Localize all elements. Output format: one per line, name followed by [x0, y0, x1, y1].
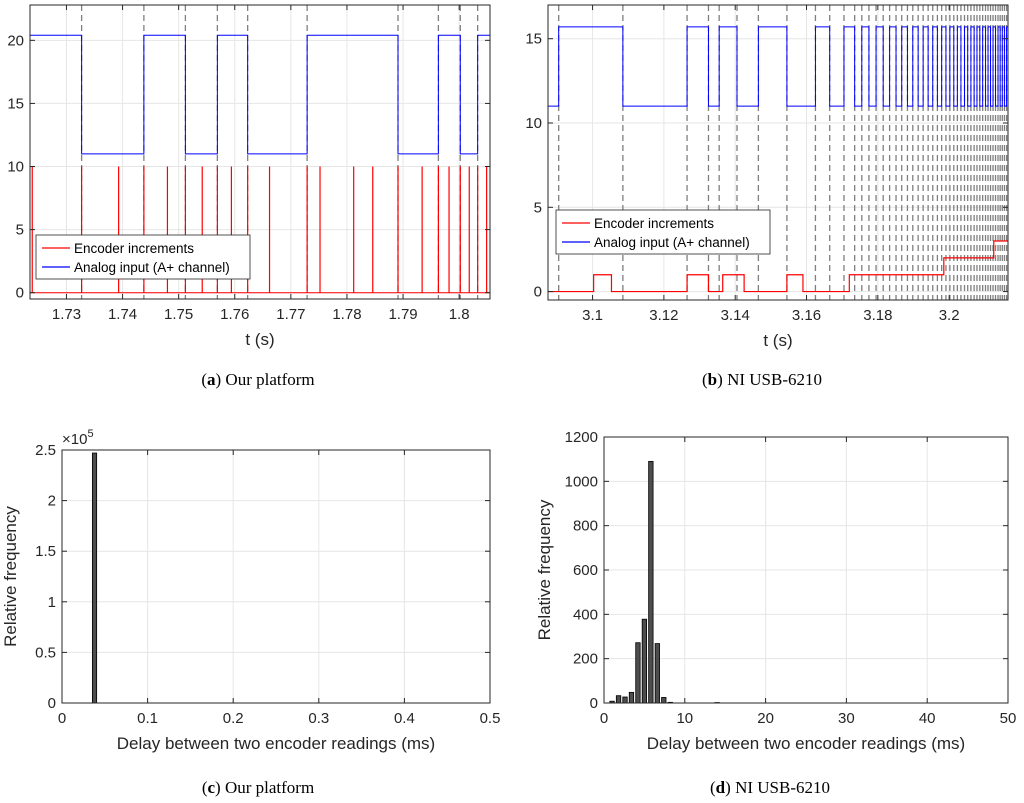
xtick-label-b-3: 3.16 [792, 307, 821, 324]
legend-box-b [555, 209, 771, 255]
bar-d-5 [641, 618, 648, 704]
xtick-label-a-6: 1.79 [388, 306, 417, 323]
bar-d-7 [654, 643, 660, 704]
ylabel-c: Relative frequency [1, 506, 20, 647]
xtick-label-a-0: 1.73 [52, 306, 81, 323]
xtick-label-c-3: 0.3 [308, 710, 329, 727]
caption-b-letter: b [707, 370, 718, 389]
xtick-label-b-5: 3.2 [939, 307, 960, 324]
xtick-label-d-5: 50 [1000, 710, 1017, 727]
analog-series-a [30, 34, 490, 155]
ytick-label-b-3: 15 [525, 31, 542, 48]
caption-d: (d) NI USB-6210 [710, 778, 830, 797]
caption-c-text: Our platform [224, 778, 315, 797]
caption-b-text: NI USB-6210 [727, 370, 822, 389]
xtick-label-a-3: 1.76 [220, 306, 249, 323]
caption-a-letter: a [207, 370, 216, 389]
bar-d-3 [628, 691, 635, 704]
xtick-label-a-4: 1.77 [276, 306, 305, 323]
ytick-label-a-4: 20 [7, 32, 24, 49]
ytick-label-d-0: 0 [590, 695, 598, 712]
exponent-base-c: ×10 [62, 431, 87, 448]
xtick-label-b-2: 3.14 [721, 307, 750, 324]
ytick-label-c-4: 2 [48, 493, 56, 510]
xlabel-b: t (s) [763, 331, 792, 350]
ytick-label-d-3: 600 [573, 562, 598, 579]
xtick-label-b-4: 3.18 [863, 307, 892, 324]
xtick-label-d-3: 30 [838, 710, 855, 727]
ytick-label-b-1: 5 [534, 199, 542, 216]
ytick-label-c-2: 1 [48, 594, 56, 611]
xtick-label-d-1: 10 [676, 710, 693, 727]
ytick-label-a-3: 15 [7, 95, 24, 112]
xtick-label-a-5: 1.78 [332, 306, 361, 323]
axes-box-a [29, 4, 491, 300]
xtick-label-d-0: 0 [600, 710, 608, 727]
xtick-label-c-4: 0.4 [394, 710, 415, 727]
caption-a: (a) Our platform [201, 370, 315, 389]
ylabel-d: Relative frequency [535, 499, 554, 640]
ytick-label-c-5: 2.5 [35, 442, 56, 459]
xtick-label-c-1: 0.1 [137, 710, 158, 727]
xtick-label-d-4: 40 [919, 710, 936, 727]
ytick-label-d-1: 200 [573, 651, 598, 668]
exponent-label-c: ×105 [62, 428, 94, 448]
ytick-label-b-2: 10 [525, 115, 542, 132]
legend-label-analog-a: Analog input (A+ channel) [74, 260, 230, 275]
legend-box-a [35, 234, 251, 280]
ytick-label-a-0: 0 [16, 285, 24, 302]
xtick-label-c-2: 0.2 [223, 710, 244, 727]
bar-d-4 [635, 642, 641, 704]
legend-b: Encoder increments Analog input (A+ chann… [555, 209, 771, 255]
xtick-label-a-1: 1.74 [108, 306, 137, 323]
xtick-label-a-7: 1.8 [449, 306, 470, 323]
caption-a-text: Our platform [225, 370, 315, 389]
ytick-label-a-1: 5 [16, 222, 24, 239]
ytick-label-a-2: 10 [7, 159, 24, 176]
xlabel-a: t (s) [245, 330, 274, 349]
caption-c-letter: c [207, 778, 216, 797]
xtick-label-b-1: 3.12 [649, 307, 678, 324]
ytick-label-d-4: 800 [573, 518, 598, 535]
legend-a: Encoder increments Analog input (A+ chann… [35, 234, 251, 280]
xlabel-d: Delay between two encoder readings (ms) [647, 734, 965, 753]
ytick-label-d-6: 1200 [565, 429, 598, 446]
ytick-label-d-5: 1000 [565, 473, 598, 490]
axes-box-c [61, 449, 491, 704]
axes-box-b [547, 4, 1009, 301]
exponent-power-c: 5 [87, 428, 93, 440]
legend-label-encoder-b: Encoder increments [594, 216, 714, 231]
encoder-series-b [548, 240, 1008, 293]
xtick-label-c-0: 0 [58, 710, 66, 727]
ytick-label-b-0: 0 [534, 284, 542, 301]
caption-d-text: NI USB-6210 [735, 778, 830, 797]
caption-d-letter: d [715, 778, 726, 797]
analog-series-b [548, 26, 1008, 107]
ytick-label-c-0: 0 [48, 695, 56, 712]
ytick-label-c-3: 1.5 [35, 543, 56, 560]
xtick-label-b-0: 3.1 [582, 307, 603, 324]
bar-c-0 [91, 452, 98, 704]
bar-d-2 [622, 696, 628, 704]
legend-label-encoder-a: Encoder increments [74, 241, 194, 256]
xlabel-c: Delay between two encoder readings (ms) [117, 734, 435, 753]
ytick-label-d-2: 400 [573, 606, 598, 623]
bar-d-1 [615, 695, 622, 704]
xtick-label-a-2: 1.75 [164, 306, 193, 323]
xtick-label-c-5: 0.5 [480, 710, 501, 727]
xtick-label-d-2: 20 [757, 710, 774, 727]
bar-d-6 [648, 460, 654, 704]
ytick-label-c-1: 0.5 [35, 644, 56, 661]
bar-d-8 [661, 697, 667, 704]
legend-label-analog-b: Analog input (A+ channel) [594, 235, 750, 250]
caption-b: (b) NI USB-6210 [702, 370, 822, 389]
caption-c: (c) Our platform [201, 778, 315, 797]
